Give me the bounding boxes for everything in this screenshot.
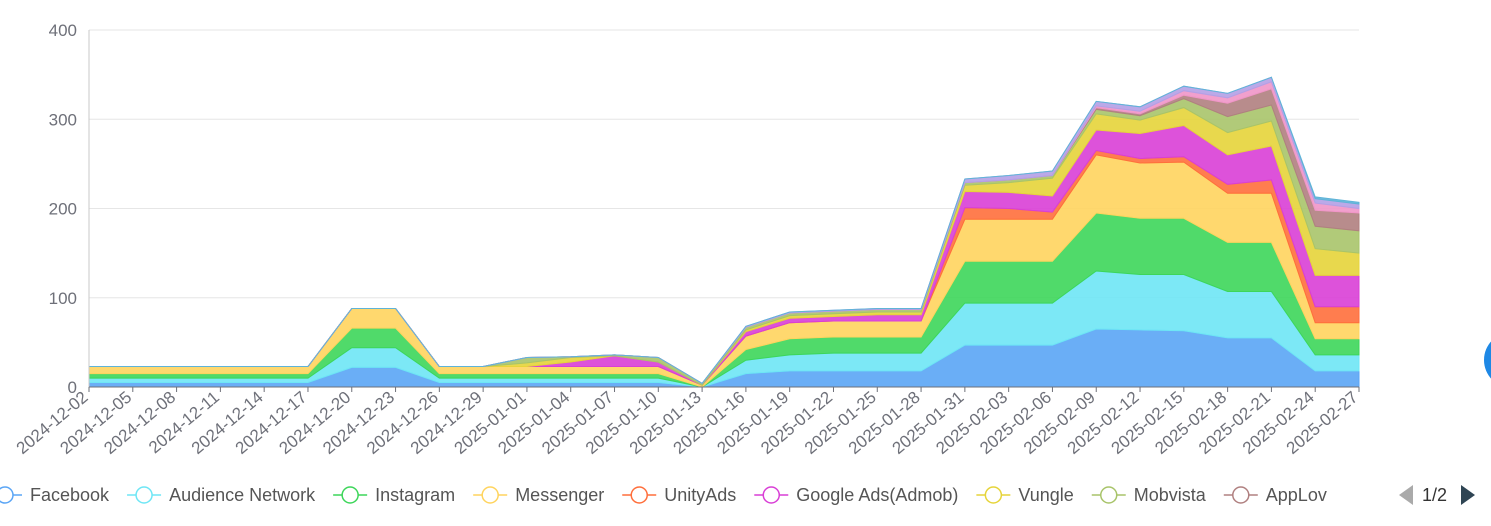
legend-label: Instagram [375, 485, 455, 505]
y-tick-label: 100 [49, 289, 77, 308]
series-area-tiktok[interactable] [89, 76, 1360, 385]
side-circle-button[interactable] [1484, 332, 1491, 388]
legend-item[interactable]: Instagram [333, 485, 455, 505]
legend-label: UnityAds [664, 485, 736, 505]
y-axis-ticks: 0 100 200 300 400 [49, 21, 77, 397]
legend-item[interactable]: Mobvista [1091, 485, 1207, 505]
x-axis-ticks: 2024-12-022024-12-052024-12-082024-12-11… [13, 387, 1362, 458]
legend-marker-icon [984, 486, 1003, 504]
pager-label: 1/2 [1422, 485, 1447, 505]
y-tick-label: 300 [49, 110, 77, 129]
legend-marker-icon [630, 486, 648, 504]
legend-marker-icon [762, 486, 781, 504]
y-tick-label: 200 [49, 200, 77, 219]
legend-pager: 1/2 [1399, 485, 1475, 505]
legend-marker-icon [341, 486, 359, 504]
legend-marker-icon [1100, 486, 1118, 504]
series-areas [88, 76, 1360, 388]
legend-label: Facebook [30, 485, 110, 505]
legend-label: Mobvista [1134, 485, 1207, 505]
legend-marker-icon [1232, 486, 1250, 504]
legend-label: Google Ads(Admob) [796, 485, 958, 505]
legend-item[interactable]: Vungle [976, 485, 1074, 505]
legend-label: Audience Network [169, 485, 316, 505]
legend: Facebook Audience Network Instagram Messeng… [0, 485, 1327, 505]
pager-prev-icon[interactable] [1399, 485, 1413, 505]
legend-item[interactable]: AppLov [1223, 485, 1327, 505]
axes [88, 30, 1359, 388]
legend-marker-icon [135, 486, 153, 504]
legend-item[interactable]: UnityAds [622, 485, 736, 505]
legend-label: Vungle [1018, 485, 1073, 505]
legend-item[interactable]: Facebook [0, 485, 110, 505]
y-tick-label: 400 [49, 21, 77, 40]
legend-item[interactable]: Google Ads(Admob) [754, 485, 958, 505]
legend-marker-icon [0, 486, 14, 504]
legend-item[interactable]: Messenger [473, 485, 604, 505]
y-tick-label: 0 [68, 378, 77, 397]
legend-label: Messenger [515, 485, 604, 505]
pager-next-icon[interactable] [1461, 485, 1475, 505]
legend-marker-icon [481, 486, 499, 504]
legend-label: AppLov [1266, 485, 1327, 505]
legend-item[interactable]: Audience Network [127, 485, 316, 505]
